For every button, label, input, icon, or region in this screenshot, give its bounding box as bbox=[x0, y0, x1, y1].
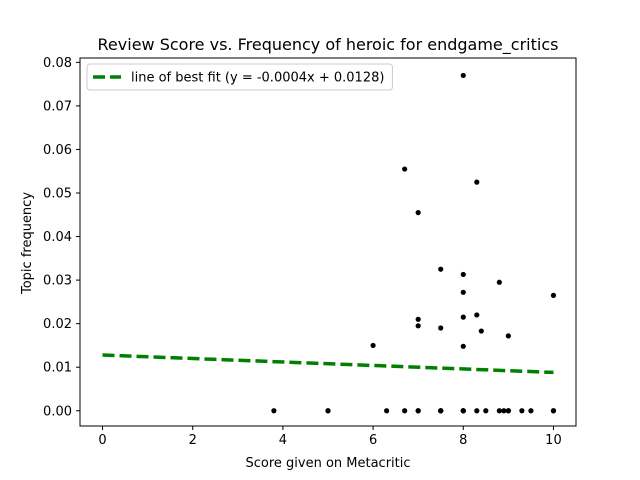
x-axis: 0 2 4 6 8 10 bbox=[98, 426, 562, 448]
data-point bbox=[474, 179, 480, 185]
data-point bbox=[519, 408, 525, 414]
y-tick-label: 0.00 bbox=[43, 404, 72, 419]
plot-marks bbox=[102, 72, 557, 414]
best-fit-line bbox=[102, 353, 554, 375]
data-point bbox=[402, 408, 408, 414]
data-point bbox=[478, 328, 484, 334]
x-tick-label: 0 bbox=[98, 433, 106, 448]
data-point bbox=[505, 408, 511, 414]
x-tick-label: 8 bbox=[459, 433, 467, 448]
data-point bbox=[415, 210, 421, 216]
x-tick-label: 10 bbox=[545, 433, 562, 448]
x-axis-title: Score given on Metacritic bbox=[245, 456, 410, 471]
y-axis: 0.00 0.01 0.02 0.03 0.04 0.05 0.06 0.07 0.08 bbox=[43, 56, 80, 419]
y-tick-label: 0.07 bbox=[43, 99, 72, 114]
data-point bbox=[415, 316, 421, 322]
data-point bbox=[460, 271, 466, 278]
data-point bbox=[384, 408, 390, 414]
data-point bbox=[271, 408, 277, 414]
data-point bbox=[528, 408, 534, 414]
x-tick-label: 4 bbox=[279, 433, 287, 448]
legend: line of best fit (y = -0.0004x + 0.0128) bbox=[86, 63, 393, 91]
data-point bbox=[550, 408, 557, 414]
data-point bbox=[415, 323, 421, 329]
y-tick-label: 0.02 bbox=[43, 317, 72, 332]
data-point bbox=[415, 408, 421, 414]
data-point bbox=[460, 314, 466, 320]
data-point bbox=[505, 333, 511, 339]
data-point bbox=[325, 408, 331, 414]
data-point bbox=[460, 343, 466, 349]
data-point bbox=[438, 266, 444, 272]
data-point bbox=[438, 408, 444, 414]
data-point bbox=[496, 279, 502, 285]
legend-box bbox=[86, 63, 393, 91]
x-tick-label: 2 bbox=[189, 433, 197, 448]
data-point bbox=[460, 408, 466, 414]
y-axis-title: Topic frequency bbox=[20, 192, 35, 295]
plot-frame bbox=[79, 57, 577, 427]
y-tick-label: 0.01 bbox=[43, 361, 72, 376]
x-tick-label: 6 bbox=[369, 433, 377, 448]
y-tick-label: 0.03 bbox=[43, 274, 72, 289]
chart-title: Review Score vs. Frequency of heroic for… bbox=[98, 35, 559, 55]
data-point bbox=[550, 292, 557, 298]
data-point bbox=[438, 325, 444, 331]
data-point bbox=[370, 342, 376, 349]
y-tick-label: 0.06 bbox=[43, 143, 72, 158]
data-point bbox=[474, 312, 480, 318]
y-tick-label: 0.08 bbox=[43, 56, 72, 71]
data-point bbox=[496, 408, 502, 414]
data-point bbox=[402, 166, 408, 172]
data-point bbox=[460, 289, 466, 295]
y-tick-label: 0.04 bbox=[43, 230, 72, 245]
data-point bbox=[460, 72, 466, 79]
data-point bbox=[474, 408, 480, 414]
legend-label: line of best fit (y = -0.0004x + 0.0128) bbox=[131, 71, 384, 86]
y-tick-label: 0.05 bbox=[43, 187, 72, 202]
data-point bbox=[483, 408, 489, 414]
data-point bbox=[501, 408, 507, 414]
